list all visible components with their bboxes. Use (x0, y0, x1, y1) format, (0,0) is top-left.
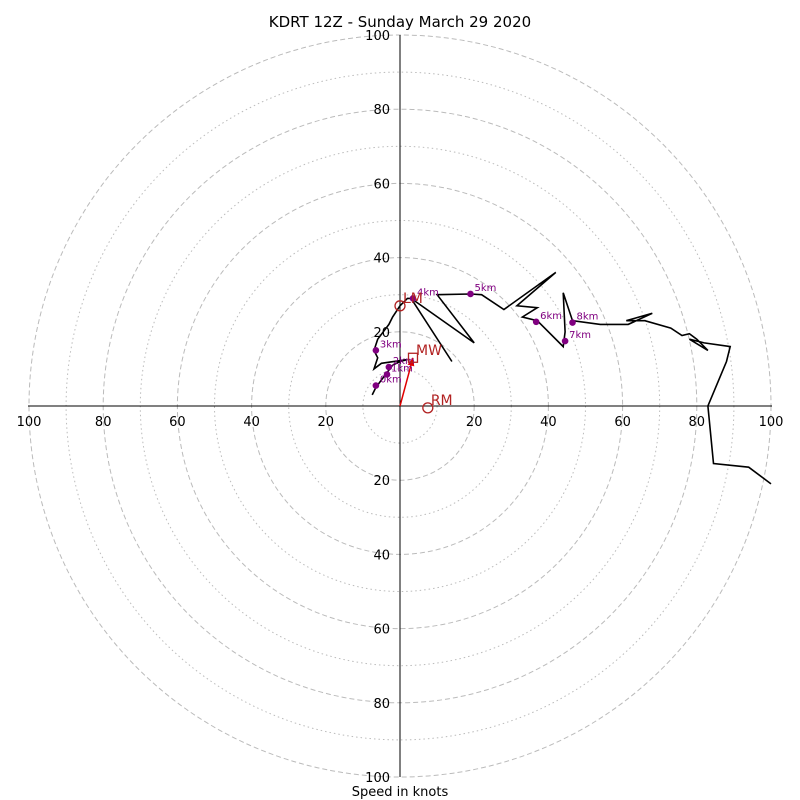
y-tick-label: 60 (373, 623, 390, 638)
x-tick-label: 60 (614, 415, 631, 430)
y-tick-label: 100 (365, 771, 390, 786)
vector-shaft (399, 357, 414, 407)
y-tick-label: 60 (373, 177, 390, 192)
height-marker-dot (561, 337, 569, 345)
y-tick-label: 80 (373, 103, 390, 118)
x-tick-label: 80 (95, 415, 112, 430)
x-tick-label: 40 (540, 415, 557, 430)
storm-motion-marker (394, 300, 406, 312)
x-axis-label: Speed in knots (352, 785, 449, 800)
x-tick-label: 20 (466, 415, 483, 430)
y-tick-label: 80 (373, 697, 390, 712)
x-tick-label: 100 (759, 415, 784, 430)
height-marker-label: 5km (474, 283, 496, 294)
height-marker-label: 1km (391, 363, 413, 374)
x-tick-label: 80 (689, 415, 706, 430)
height-marker-dot (383, 371, 391, 378)
height-marker-dot (372, 382, 380, 389)
height-marker-dot (569, 319, 576, 326)
x-tick-labels: 100 80 60 40 20 20 40 60 80 100 (17, 415, 784, 430)
height-marker-label: 8km (577, 312, 599, 323)
storm-motion-markers: LM MW RM (394, 291, 453, 414)
wind-profile (371, 271, 772, 485)
height-marker-dot (372, 347, 380, 354)
height-marker-label: 2km (393, 356, 415, 367)
profile-line (371, 271, 772, 485)
x-tick-label: 60 (169, 415, 186, 430)
height-marker-label: 3km (380, 339, 402, 350)
height-marker-label: 0km (380, 375, 402, 386)
mean-wind-marker (407, 352, 419, 363)
height-marker-dot (409, 295, 417, 302)
storm-motion-marker (422, 402, 434, 414)
height-marker-dot (385, 363, 393, 371)
x-tick-label: 100 (17, 415, 42, 430)
y-tick-label: 40 (373, 548, 390, 563)
height-marker-dot (467, 290, 474, 298)
motion-marker-label: LM (403, 291, 423, 307)
y-tick-label: 20 (373, 474, 390, 489)
motion-marker-label: RM (431, 393, 453, 409)
height-marker-dot (532, 318, 540, 326)
chart-title: KDRT 12Z - Sunday March 29 2020 (269, 13, 531, 31)
motion-marker-label: MW (416, 343, 442, 359)
height-marker-label: 7km (569, 330, 591, 341)
x-tick-label: 20 (318, 415, 335, 430)
height-marker-label: 6km (540, 311, 562, 322)
height-marker-label: 4km (417, 287, 439, 298)
y-tick-label: 100 (365, 29, 390, 44)
x-tick-label: 40 (243, 415, 260, 430)
y-tick-label: 40 (373, 252, 390, 267)
